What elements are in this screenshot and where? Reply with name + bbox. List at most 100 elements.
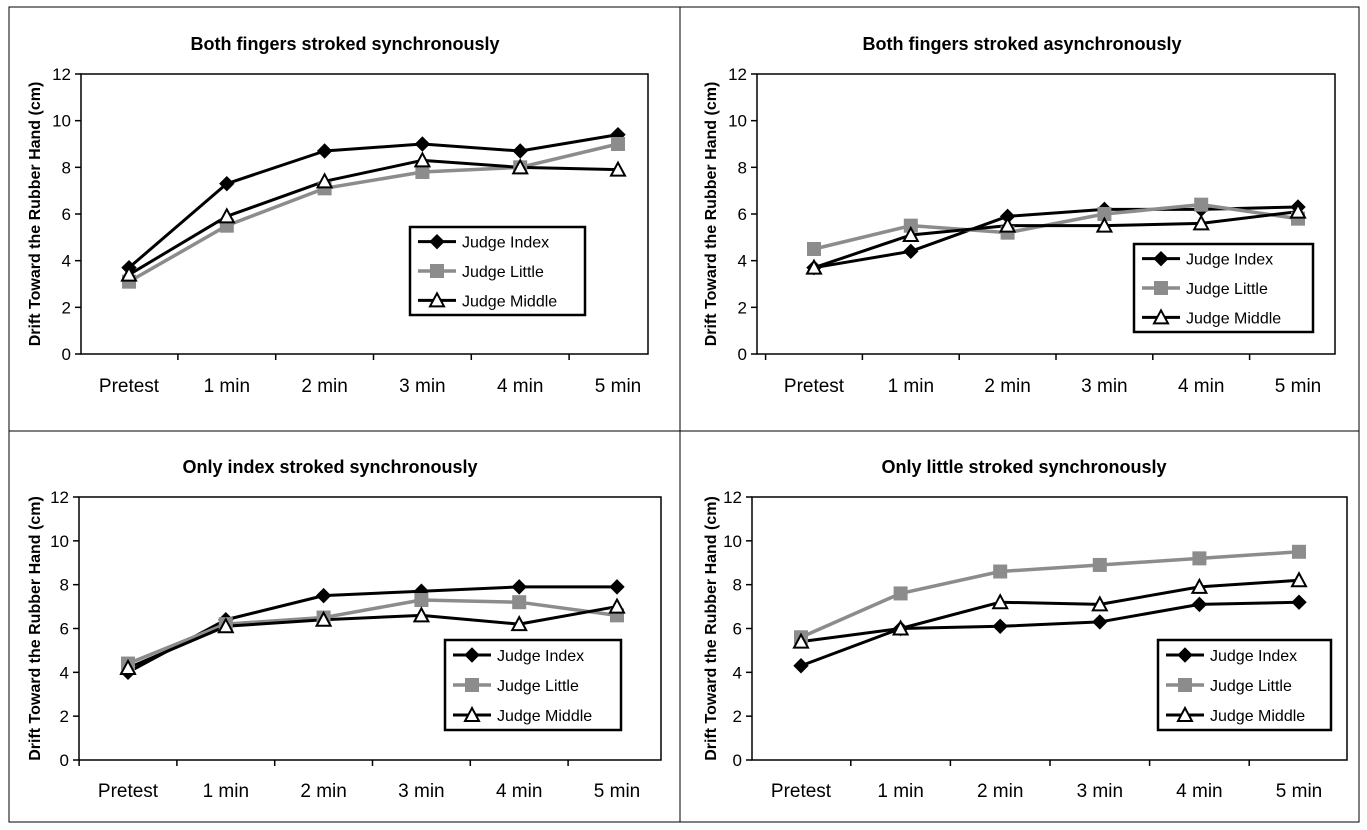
y-tick-label: 8 — [62, 158, 71, 177]
y-tick-label: 4 — [60, 663, 69, 682]
data-point-judge-middle — [413, 151, 432, 168]
y-tick-label: 2 — [738, 298, 747, 317]
x-tick-label: 4 min — [1178, 376, 1224, 397]
x-tick-label: Pretest — [98, 781, 159, 802]
legend-marker — [464, 647, 480, 663]
y-tick-label: 0 — [60, 751, 69, 770]
x-tick-label: 2 min — [984, 376, 1030, 397]
y-axis-label: Drift Toward the Rubber Hand (cm) — [27, 82, 44, 347]
data-point-judge-middle — [991, 593, 1009, 610]
series-line-judge-index — [127, 585, 617, 674]
legend-label: Judge Little — [1186, 281, 1268, 298]
y-tick-label: 2 — [60, 707, 69, 726]
legend-marker — [463, 705, 481, 722]
legend-marker — [1176, 705, 1194, 722]
x-tick-label: Pretest — [99, 376, 160, 397]
legend-marker — [429, 233, 445, 250]
data-point-judge-middle — [609, 160, 627, 177]
chart-panel-1: Both fingers stroked synchronously Drift … — [8, 6, 681, 432]
chart-panel-3: Only index stroked synchronously Drift To… — [8, 430, 681, 823]
x-tick-label: 1 min — [204, 376, 250, 397]
data-point-judge-middle — [792, 632, 810, 649]
data-point-judge-little — [1192, 551, 1207, 566]
y-tick-label: 6 — [62, 205, 71, 224]
chart-title: Only little stroked synchronously — [881, 457, 1166, 477]
data-point-judge-little — [993, 564, 1008, 579]
y-tick-label: 2 — [733, 707, 742, 726]
x-tick-label: 5 min — [1275, 376, 1321, 397]
data-point-judge-middle — [412, 606, 431, 623]
chart-title: Both fingers stroked asynchronously — [862, 34, 1181, 54]
legend-marker — [430, 264, 444, 278]
data-point-judge-little — [512, 595, 527, 610]
data-point-judge-middle — [805, 258, 823, 275]
data-point-judge-little — [893, 586, 908, 601]
data-point-judge-middle — [998, 216, 1017, 233]
chart-title: Only index stroked synchronously — [182, 457, 477, 477]
legend-label: Judge Index — [1186, 252, 1273, 269]
data-point-judge-little — [1097, 207, 1112, 221]
data-point-judge-index — [219, 175, 235, 192]
legend: Judge Index Judge Little Judge Middle — [1156, 638, 1333, 732]
x-tick-label: 3 min — [1077, 781, 1123, 802]
x-tick-label: 1 min — [888, 376, 934, 397]
panel-border — [8, 430, 681, 823]
legend-label: Judge Middle — [1210, 708, 1305, 725]
data-point-judge-middle — [119, 658, 137, 675]
legend-marker — [428, 291, 446, 308]
data-point-judge-index — [609, 579, 625, 595]
data-point-judge-middle — [608, 597, 626, 614]
series-line-judge-index — [813, 205, 1299, 270]
y-tick-label: 6 — [60, 620, 69, 639]
series-line-judge-little — [128, 142, 619, 284]
data-point-judge-index — [793, 658, 809, 674]
x-tick-label: 4 min — [497, 376, 543, 397]
x-tick-label: Pretest — [771, 781, 832, 802]
y-tick-label: 12 — [723, 488, 742, 507]
series-line-judge-middle — [127, 605, 618, 670]
y-tick-label: 2 — [62, 298, 71, 317]
data-point-judge-index — [992, 618, 1008, 635]
y-tick-label: 8 — [738, 158, 747, 177]
legend: Judge Index Judge Little Judge Middle — [408, 225, 587, 317]
series-line-judge-little — [813, 202, 1299, 251]
y-tick-label: 10 — [723, 532, 742, 551]
x-tick-label: 5 min — [595, 376, 641, 397]
data-point-judge-middle — [511, 158, 529, 175]
data-point-judge-middle — [120, 265, 138, 282]
legend: Judge Index Judge Little Judge Middle — [1132, 242, 1315, 334]
x-tick-label: Pretest — [784, 376, 845, 397]
data-point-judge-little — [611, 137, 625, 151]
data-point-judge-index — [414, 136, 431, 152]
data-point-judge-little — [903, 218, 918, 233]
y-tick-label: 6 — [738, 205, 747, 224]
legend-label: Judge Index — [497, 648, 584, 665]
data-point-judge-middle — [1290, 571, 1308, 588]
data-point-judge-index — [511, 579, 527, 595]
legend-marker — [1177, 647, 1193, 663]
legend-marker — [1152, 308, 1170, 325]
legend-label: Judge Middle — [497, 708, 592, 725]
y-axis-label: Drift Toward the Rubber Hand (cm) — [703, 82, 720, 347]
data-point-judge-index — [903, 243, 919, 260]
y-tick-label: 4 — [738, 252, 747, 271]
panel-border — [679, 6, 1360, 432]
y-tick-label: 10 — [50, 532, 69, 551]
legend-label: Judge Little — [497, 678, 579, 695]
data-point-judge-middle — [315, 172, 334, 189]
chart-panel-2: Both fingers stroked asynchronously Drift… — [679, 6, 1360, 432]
data-point-judge-middle — [314, 610, 333, 627]
y-tick-label: 10 — [52, 112, 71, 131]
legend-label: Judge Index — [462, 235, 549, 252]
legend: Judge Index Judge Little Judge Middle — [443, 638, 623, 732]
y-tick-label: 4 — [62, 252, 71, 271]
data-point-judge-little — [807, 242, 821, 256]
legend-label: Judge Middle — [462, 293, 557, 310]
data-point-judge-index — [315, 587, 332, 604]
x-tick-label: 5 min — [594, 781, 640, 802]
legend-label: Judge Little — [1210, 678, 1292, 695]
series-line-judge-index — [128, 133, 619, 269]
chart-title: Both fingers stroked synchronously — [190, 34, 499, 54]
